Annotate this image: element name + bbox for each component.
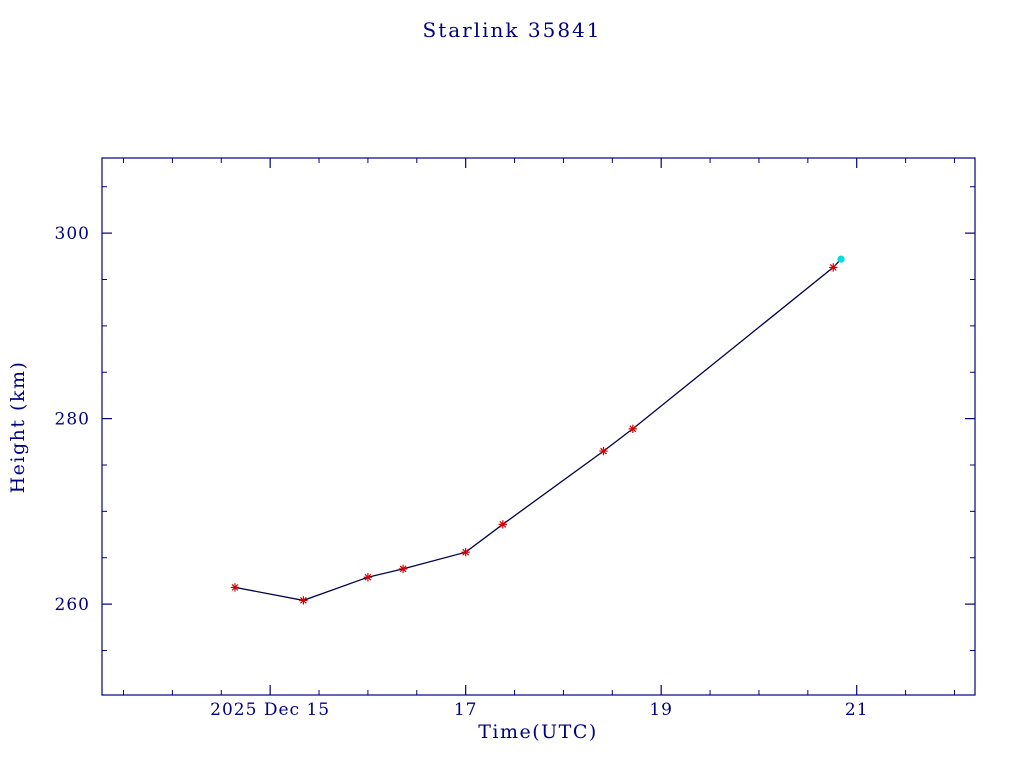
chart-title: Starlink 35841 <box>423 18 602 42</box>
data-point-marker-observed-heights <box>299 597 307 604</box>
x-tick-label: 17 <box>454 700 478 720</box>
series-line-observed-heights <box>234 258 842 602</box>
data-point-marker-observed-heights <box>231 584 239 591</box>
plot-frame <box>101 157 976 696</box>
data-point-marker-observed-heights <box>499 520 507 528</box>
data-point-marker-observed-heights <box>629 425 637 433</box>
data-point-marker-observed-heights <box>600 447 607 455</box>
x-tick-label: 19 <box>649 700 673 720</box>
data-point-marker-latest-point <box>837 255 845 263</box>
y-tick-label: 300 <box>55 224 90 244</box>
y-tick-label: 280 <box>55 410 90 430</box>
data-point-marker-observed-heights <box>462 548 470 556</box>
data-point-marker-observed-heights <box>399 565 407 573</box>
y-tick-label: 260 <box>55 595 90 615</box>
plot-area: 2025 Dec 15 17 19 21 260 280 300 <box>55 157 976 720</box>
data-point-marker-observed-heights <box>829 264 837 271</box>
x-axis-label: Time(UTC) <box>478 721 598 743</box>
data-point-marker-observed-heights <box>364 573 372 581</box>
x-tick-label: 2025 Dec 15 <box>210 700 330 720</box>
y-axis-label: Height (km) <box>7 361 29 494</box>
x-tick-label: 21 <box>845 700 869 720</box>
